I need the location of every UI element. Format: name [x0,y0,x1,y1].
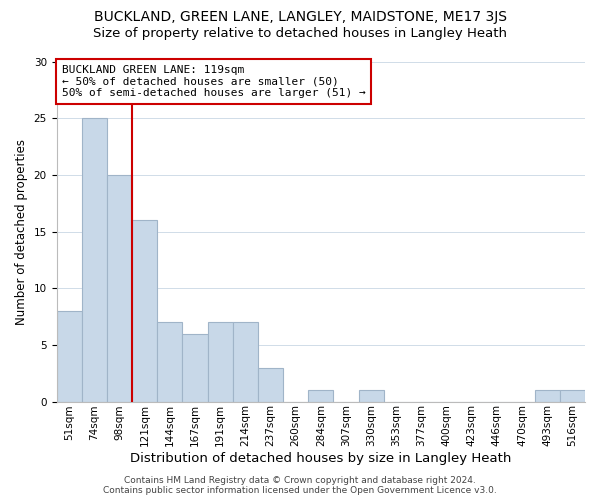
Bar [56,311,82,402]
Bar [157,322,182,402]
Bar [82,118,107,402]
X-axis label: Distribution of detached houses by size in Langley Heath: Distribution of detached houses by size … [130,452,511,465]
Text: BUCKLAND GREEN LANE: 119sqm
← 50% of detached houses are smaller (50)
50% of sem: BUCKLAND GREEN LANE: 119sqm ← 50% of det… [62,65,365,98]
Bar [182,334,208,402]
Text: Size of property relative to detached houses in Langley Heath: Size of property relative to detached ho… [93,28,507,40]
Text: Contains HM Land Registry data © Crown copyright and database right 2024.
Contai: Contains HM Land Registry data © Crown c… [103,476,497,495]
Bar [132,220,157,402]
Bar [308,390,334,402]
Bar [560,390,585,402]
Bar [359,390,383,402]
Bar [208,322,233,402]
Bar [107,175,132,402]
Bar [233,322,258,402]
Bar [535,390,560,402]
Y-axis label: Number of detached properties: Number of detached properties [15,138,28,324]
Text: BUCKLAND, GREEN LANE, LANGLEY, MAIDSTONE, ME17 3JS: BUCKLAND, GREEN LANE, LANGLEY, MAIDSTONE… [94,10,506,24]
Bar [258,368,283,402]
